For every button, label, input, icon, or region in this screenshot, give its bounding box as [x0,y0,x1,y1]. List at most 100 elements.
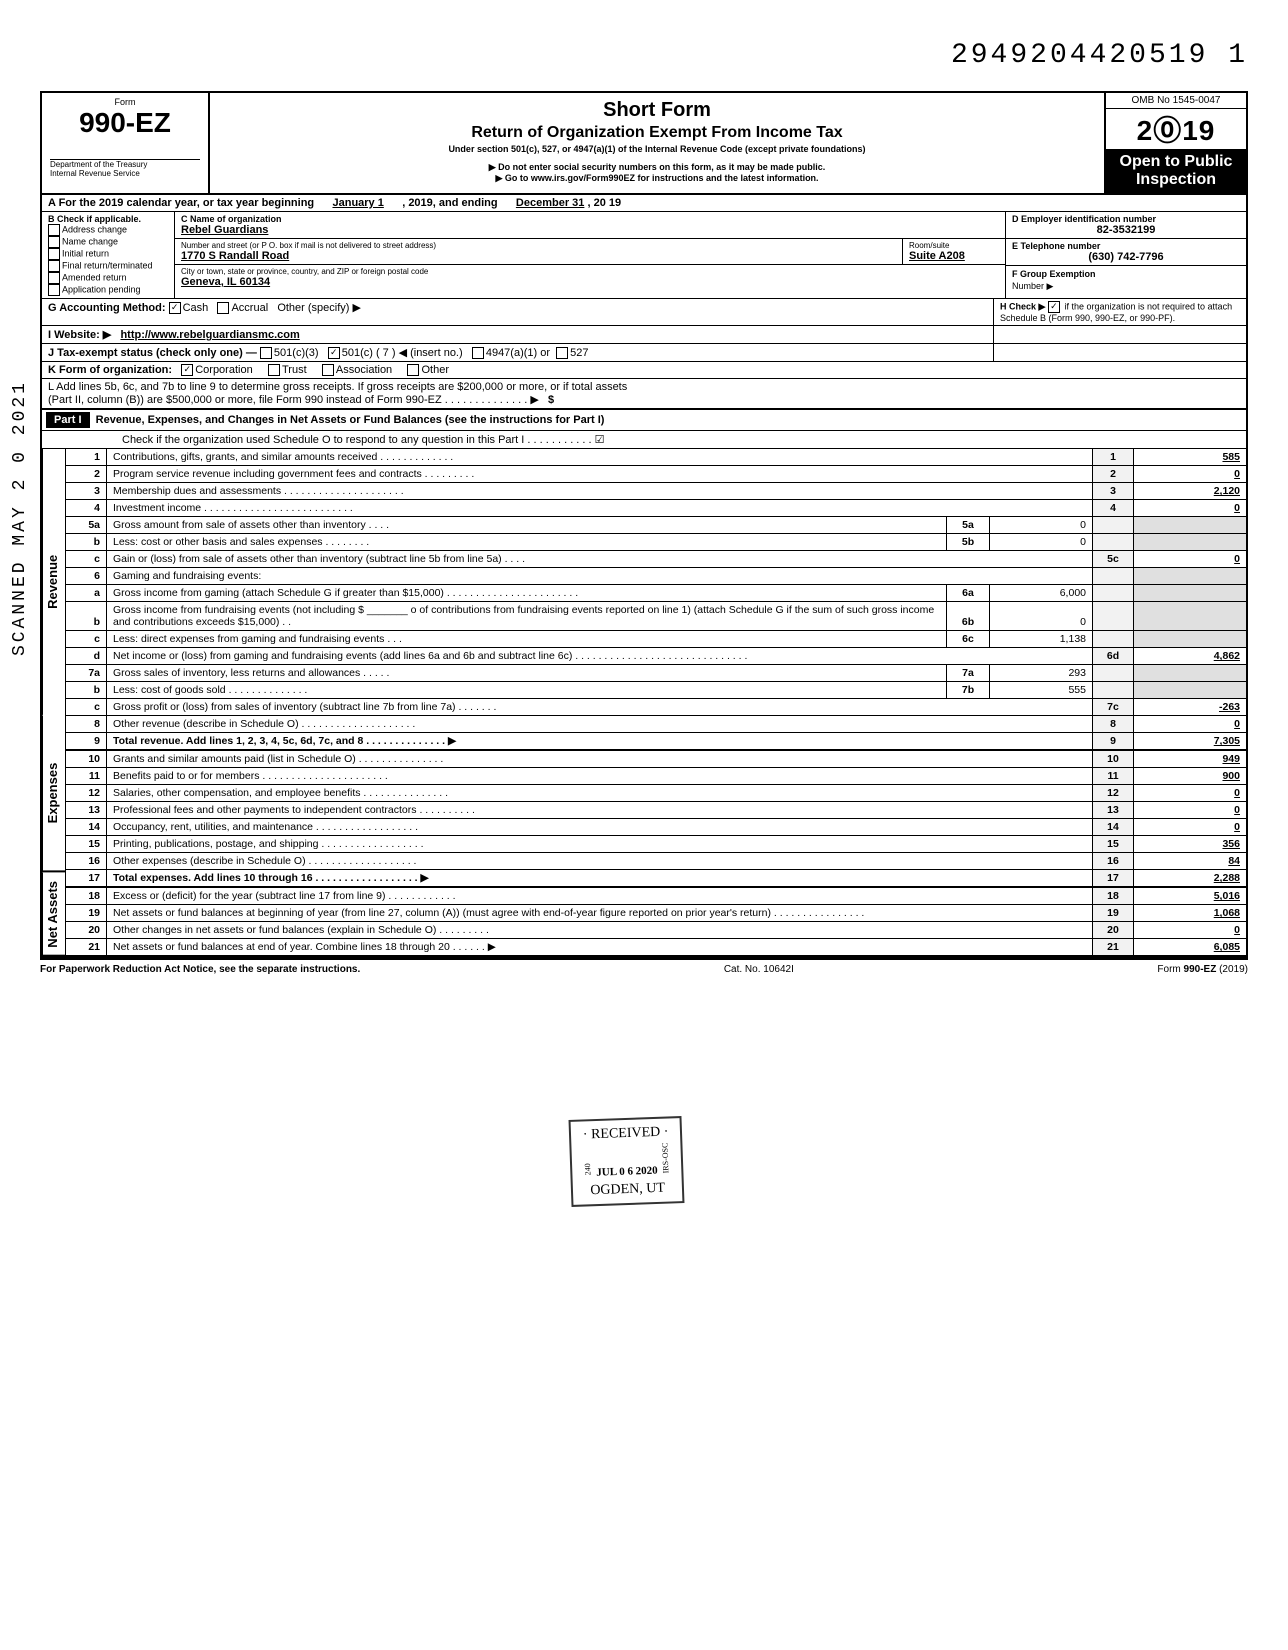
sub-line-amount: 6,000 [990,585,1093,602]
line-j-label: J Tax-exempt status (check only one) — [48,347,257,359]
form-right-block: OMB No 1545-0047 2⓪201919 Open to Public… [1106,93,1246,193]
table-row: 15Printing, publications, postage, and s… [66,836,1246,853]
amended-return-checkbox[interactable] [48,272,60,284]
line-amount: 585 [1134,449,1247,466]
ein-value: 82-3532199 [1012,224,1240,236]
grey-cell [1093,568,1134,585]
table-row: 10Grants and similar amounts paid (list … [66,750,1246,768]
line-description: Printing, publications, postage, and shi… [107,836,1093,853]
line-number: c [66,699,107,716]
grey-cell [1134,585,1247,602]
opt-amended: Amended return [62,272,127,282]
line-description: Other revenue (describe in Schedule O) .… [107,716,1093,733]
table-row: bLess: cost of goods sold . . . . . . . … [66,682,1246,699]
addr-change-checkbox[interactable] [48,224,60,236]
stamp-received: · RECEIVED · [581,1122,671,1145]
trust-checkbox[interactable] [268,364,280,376]
received-stamp: · RECEIVED · 240 JUL 0 6 2020 IRS-OSC OG… [569,1116,685,1207]
line-number: 11 [66,768,107,785]
cash-checkbox[interactable] [169,302,181,314]
line-k-label: K Form of organization: [48,364,172,376]
form-id-block: Form 990-EZ Department of the Treasury I… [42,93,210,193]
grey-cell [1134,534,1247,551]
footer-left: For Paperwork Reduction Act Notice, see … [40,964,360,975]
table-row: 1Contributions, gifts, grants, and simil… [66,449,1246,466]
table-row: 12Salaries, other compensation, and empl… [66,785,1246,802]
accrual-checkbox[interactable] [217,302,229,314]
501c3-checkbox[interactable] [260,347,272,359]
line-description: Net assets or fund balances at beginning… [107,905,1093,922]
501c-label: 501(c) ( 7 ) ◀ (insert no.) [342,347,463,359]
stamp-date: JUL 0 6 2020 [596,1164,658,1178]
grey-cell [1134,665,1247,682]
line-number: 2 [66,466,107,483]
line-box: 18 [1093,887,1134,905]
line-number: d [66,648,107,665]
sub-line-box: 6c [947,631,990,648]
table-row: 4Investment income . . . . . . . . . . .… [66,500,1246,517]
grey-cell [1093,602,1134,631]
final-return-checkbox[interactable] [48,260,60,272]
table-row: 8Other revenue (describe in Schedule O) … [66,716,1246,733]
501c-checkbox[interactable] [328,347,340,359]
line-amount: 5,016 [1134,887,1247,905]
irs-label: Internal Revenue Service [50,169,200,178]
line-description: Total expenses. Add lines 10 through 16 … [107,870,1093,888]
line-box: 6d [1093,648,1134,665]
dept-treasury: Department of the Treasury [50,160,200,169]
return-title: Return of Organization Exempt From Incom… [218,124,1096,142]
table-row: 9Total revenue. Add lines 1, 2, 3, 4, 5c… [66,733,1246,751]
line-amount: -263 [1134,699,1247,716]
line-description: Occupancy, rent, utilities, and maintena… [107,819,1093,836]
line-box: 17 [1093,870,1134,888]
line-l-text2: (Part II, column (B)) are $500,000 or mo… [48,394,539,406]
name-change-checkbox[interactable] [48,236,60,248]
line-amount: 84 [1134,853,1247,870]
cash-label: Cash [183,302,209,314]
line-amount: 949 [1134,750,1247,768]
line-amount: 0 [1134,922,1247,939]
527-checkbox[interactable] [556,347,568,359]
line-number: 21 [66,939,107,956]
instructions-link-text: ▶ Go to www.irs.gov/Form990EZ for instru… [218,173,1096,184]
ssn-warning: ▶ Do not enter social security numbers o… [218,162,1096,173]
line-box: 14 [1093,819,1134,836]
line-box: 8 [1093,716,1134,733]
sub-line-amount: 293 [990,665,1093,682]
initial-return-checkbox[interactable] [48,248,60,260]
line-f-label: F Group Exemption [1012,269,1096,279]
line-amount: 2,120 [1134,483,1247,500]
other-org-checkbox[interactable] [407,364,419,376]
schedule-b-checkbox[interactable] [1048,301,1060,313]
line-box: 10 [1093,750,1134,768]
addr-label: Number and street (or P O. box if mail i… [181,241,896,250]
other-method-label: Other (specify) ▶ [277,302,361,314]
4947-checkbox[interactable] [472,347,484,359]
line-description: Grants and similar amounts paid (list in… [107,750,1093,768]
corp-checkbox[interactable] [181,364,193,376]
line-amount: 0 [1134,802,1247,819]
sub-line-box: 6a [947,585,990,602]
line-number: 8 [66,716,107,733]
line-box: 5c [1093,551,1134,568]
assoc-checkbox[interactable] [322,364,334,376]
stamp-side: IRS-OSC [659,1142,671,1173]
line-g-h-row: G Accounting Method: Cash Accrual Other … [40,299,1248,326]
app-pending-checkbox[interactable] [48,284,60,296]
line-a-mid: , 2019, and ending [402,197,497,209]
accrual-label: Accrual [231,302,268,314]
corp-label: Corporation [195,364,252,376]
line-description: Contributions, gifts, grants, and simila… [107,449,1093,466]
short-form-title: Short Form [218,99,1096,122]
table-row: 17Total expenses. Add lines 10 through 1… [66,870,1246,888]
line-number: 1 [66,449,107,466]
grey-cell [1093,682,1134,699]
tax-year: 2⓪201919 [1106,109,1246,149]
line-k-row: K Form of organization: Corporation Trus… [40,362,1248,379]
line-amount: 1,068 [1134,905,1247,922]
line-box: 2 [1093,466,1134,483]
line-amount: 356 [1134,836,1247,853]
table-row: 14Occupancy, rent, utilities, and mainte… [66,819,1246,836]
line-number: a [66,585,107,602]
line-number: c [66,551,107,568]
